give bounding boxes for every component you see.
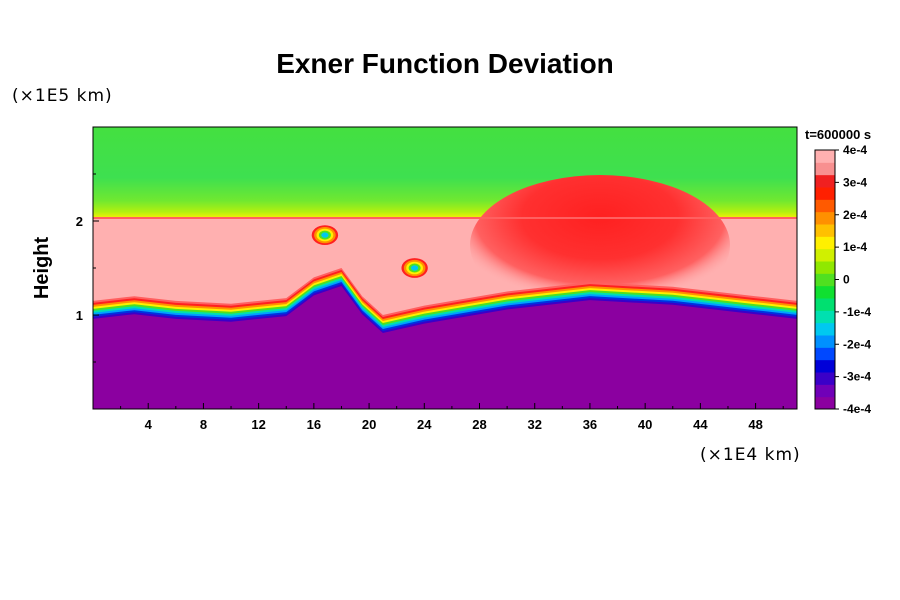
time-label: t=600000 s (805, 127, 871, 142)
colorbar-label: 1e-4 (843, 240, 867, 254)
y-tick-label: 1 (76, 308, 83, 323)
x-tick-label: 24 (417, 417, 432, 432)
x-tick-label: 28 (472, 417, 486, 432)
x-ticks: 4 8 12 16 20 24 28 32 36 40 44 48 (120, 403, 784, 432)
bubble-ring (411, 265, 419, 271)
colorbar-label: 3e-4 (843, 175, 867, 189)
x-tick-label: 44 (693, 417, 708, 432)
colorbar-swatch (815, 248, 835, 262)
colorbar-swatch (815, 310, 835, 324)
interface-bands (93, 268, 797, 409)
colorbar-swatch (815, 261, 835, 274)
colorbar-swatch (815, 224, 835, 237)
colorbar-swatch (815, 199, 835, 213)
colorbar-swatch (815, 384, 835, 398)
colorbar-swatch (815, 162, 835, 176)
y-axis-label: Height (31, 237, 53, 300)
colorbar-swatch (815, 211, 835, 225)
x-tick-label: 12 (251, 417, 265, 432)
x-unit-label: (×1E4 km) (700, 445, 801, 465)
x-tick-label: 8 (200, 417, 207, 432)
colorbar (814, 149, 836, 410)
x-tick-label: 16 (307, 417, 321, 432)
colorbar-swatch (815, 285, 835, 299)
colorbar-swatch (815, 298, 835, 311)
lower-purple-region (93, 286, 797, 409)
x-tick-label: 32 (527, 417, 541, 432)
y-ticks: 12 (76, 173, 99, 363)
y-tick-label: 2 (76, 214, 83, 229)
colorbar-label: 2e-4 (843, 208, 867, 222)
colorbar-label: -2e-4 (843, 337, 871, 351)
colorbar-labels: 4e-4 3e-4 2e-4 1e-4 0 -1e-4 -2e-4 -3e-4 -4e-4 (835, 143, 871, 416)
chart-title: Exner Function Deviation (276, 48, 614, 79)
x-tick-label: 48 (748, 417, 762, 432)
x-tick-label: 4 (145, 417, 153, 432)
colorbar-label: -3e-4 (843, 370, 871, 384)
colorbar-swatch (815, 372, 835, 385)
interface-thin-line (93, 217, 797, 219)
red-lobe (470, 175, 730, 315)
colorbar-swatch (815, 150, 835, 163)
plot-area (93, 127, 797, 409)
bubbles (309, 223, 431, 280)
x-tick-label: 20 (362, 417, 376, 432)
colorbar-label: 4e-4 (843, 143, 867, 157)
colorbar-swatch (815, 236, 835, 250)
colorbar-swatch (815, 335, 835, 348)
x-tick-label: 36 (583, 417, 597, 432)
colorbar-swatch (815, 347, 835, 361)
colorbar-swatch (815, 273, 835, 287)
colorbar-label: -4e-4 (843, 402, 871, 416)
colorbar-swatch (815, 187, 835, 200)
colorbar-swatch (815, 396, 835, 410)
x-tick-label: 40 (638, 417, 652, 432)
colorbar-swatch (815, 174, 835, 188)
y-unit-label: (×1E5 km) (12, 86, 113, 106)
colorbar-swatch (815, 322, 835, 336)
colorbar-swatch (815, 359, 835, 373)
colorbar-label: -1e-4 (843, 305, 871, 319)
colorbar-label: 0 (843, 273, 850, 287)
bubble-ring (321, 232, 329, 238)
